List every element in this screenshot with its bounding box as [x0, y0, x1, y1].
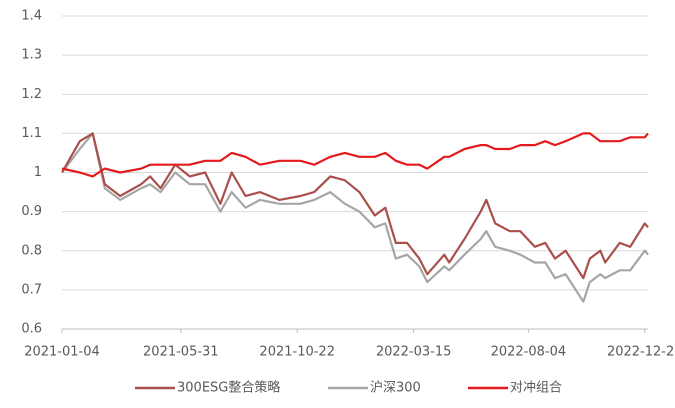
- series-line: [61, 132, 649, 303]
- x-tick-label: 2021-05-31: [143, 345, 219, 360]
- legend-label: 300ESG整合策略: [177, 380, 280, 396]
- series-line: [61, 132, 649, 280]
- y-tick-label: 1.2: [21, 87, 42, 102]
- y-tick-label: 0.9: [21, 204, 42, 219]
- x-tick-label: 2021-01-04: [24, 345, 100, 360]
- x-tick-label: 2022-08-04: [491, 345, 567, 360]
- y-tick-label: 1.3: [21, 48, 42, 63]
- y-tick-label: 0.7: [21, 282, 42, 297]
- y-tick-label: 0.6: [21, 322, 42, 337]
- legend-label: 沪深300: [370, 380, 421, 396]
- x-tick-label: 2021-10-22: [259, 345, 335, 360]
- legend-label: 对冲组合: [510, 381, 562, 396]
- y-tick-label: 1.4: [21, 9, 42, 24]
- y-tick-label: 1: [34, 165, 42, 180]
- y-tick-label: 1.1: [21, 126, 42, 141]
- series-line: [61, 132, 649, 178]
- y-tick-label: 0.8: [21, 243, 42, 258]
- x-tick-label: 2022-03-15: [376, 345, 452, 360]
- x-tick-label: 2022-12-26: [607, 345, 675, 360]
